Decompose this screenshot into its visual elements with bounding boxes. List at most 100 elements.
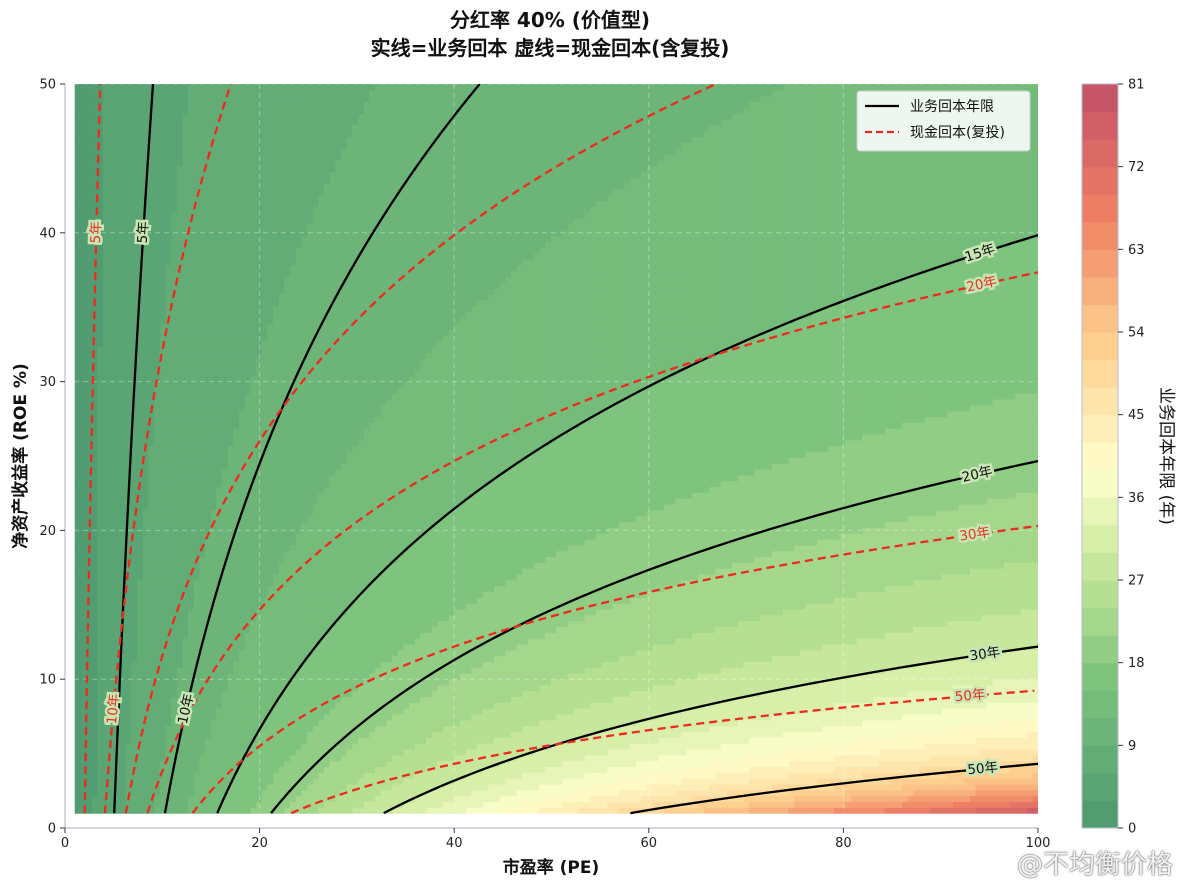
contour-fill-cell bbox=[182, 299, 189, 307]
contour-fill-cell bbox=[193, 188, 200, 196]
contour-fill-cell bbox=[205, 363, 212, 371]
contour-fill-cell bbox=[154, 789, 161, 797]
contour-fill-cell bbox=[74, 684, 81, 692]
contour-fill-cell bbox=[244, 544, 251, 552]
contour-fill-cell bbox=[205, 737, 212, 744]
contour-fill-cell bbox=[125, 538, 132, 546]
contour-fill-cell bbox=[154, 258, 161, 266]
contour-fill-cell bbox=[278, 119, 285, 126]
contour-fill-cell bbox=[233, 731, 240, 738]
contour-fill-cell bbox=[267, 340, 274, 348]
contour-fill-cell bbox=[216, 124, 223, 132]
contour-fill-cell bbox=[148, 754, 155, 762]
contour-fill-cell bbox=[188, 667, 195, 674]
contour-fill-cell bbox=[86, 684, 93, 692]
contour-fill-cell bbox=[188, 678, 195, 686]
contour-fill-cell bbox=[103, 387, 110, 394]
contour-fill-cell bbox=[171, 573, 178, 581]
contour-fill-cell bbox=[193, 521, 200, 528]
contour-fill-cell bbox=[131, 696, 138, 703]
contour-fill-cell bbox=[199, 643, 206, 651]
contour-fill-cell bbox=[188, 638, 195, 645]
contour-fill-cell bbox=[261, 783, 268, 791]
contour-fill-cell bbox=[233, 352, 240, 359]
contour-fill-cell bbox=[125, 731, 132, 738]
contour-fill-cell bbox=[131, 562, 138, 569]
contour-fill-cell bbox=[159, 241, 166, 248]
contour-fill-cell bbox=[91, 171, 98, 178]
contour-fill-cell bbox=[273, 101, 280, 108]
contour-fill-cell bbox=[159, 398, 166, 406]
contour-fill-cell bbox=[295, 422, 302, 429]
contour-fill-cell bbox=[114, 445, 121, 453]
contour-fill-cell bbox=[267, 270, 274, 278]
contour-fill-cell bbox=[261, 807, 268, 814]
contour-fill-cell bbox=[171, 754, 178, 762]
contour-fill-cell bbox=[250, 253, 257, 260]
contour-fill-cell bbox=[295, 247, 302, 254]
contour-fill-cell bbox=[239, 200, 246, 208]
contour-fill-cell bbox=[171, 632, 178, 639]
contour-fill-cell bbox=[216, 223, 223, 231]
contour-fill-cell bbox=[222, 690, 229, 698]
contour-fill-cell bbox=[131, 713, 138, 721]
contour-fill-cell bbox=[273, 550, 280, 558]
contour-fill-cell bbox=[233, 130, 240, 138]
contour-fill-cell bbox=[199, 317, 206, 324]
contour-fill-cell bbox=[80, 474, 87, 482]
contour-fill-cell bbox=[171, 527, 178, 534]
contour-fill-cell bbox=[216, 603, 223, 610]
contour-fill-cell bbox=[199, 527, 206, 534]
contour-fill-cell bbox=[108, 795, 115, 803]
contour-fill-cell bbox=[233, 754, 240, 762]
contour-fill-cell bbox=[165, 451, 172, 458]
contour-fill-cell bbox=[74, 258, 81, 266]
contour-fill-cell bbox=[74, 754, 81, 762]
contour-fill-cell bbox=[290, 177, 297, 184]
contour-fill-cell bbox=[86, 89, 93, 97]
contour-fill-cell bbox=[114, 626, 121, 633]
contour-fill-cell bbox=[80, 451, 87, 458]
contour-fill-cell bbox=[176, 503, 183, 511]
contour-fill-cell bbox=[256, 387, 263, 394]
contour-fill-cell bbox=[148, 474, 155, 482]
contour-fill-cell bbox=[148, 457, 155, 464]
contour-fill-cell bbox=[227, 200, 234, 208]
contour-fill-cell bbox=[250, 416, 257, 423]
contour-fill-cell bbox=[193, 474, 200, 482]
contour-fill-cell bbox=[205, 439, 212, 447]
contour-fill-cell bbox=[86, 451, 93, 458]
contour-fill-cell bbox=[74, 498, 81, 505]
contour-fill-cell bbox=[199, 801, 206, 808]
contour-fill-cell bbox=[108, 544, 115, 552]
contour-fill-cell bbox=[239, 223, 246, 231]
contour-fill-cell bbox=[244, 276, 251, 283]
contour-fill-cell bbox=[120, 136, 127, 143]
contour-fill-cell bbox=[159, 218, 166, 225]
contour-fill-cell bbox=[131, 579, 138, 587]
contour-fill-cell bbox=[165, 352, 172, 359]
contour-fill-cell bbox=[267, 375, 274, 383]
contour-fill-cell bbox=[239, 148, 246, 155]
contour-fill-cell bbox=[250, 404, 257, 412]
contour-fill-cell bbox=[295, 801, 302, 808]
contour-fill-cell bbox=[108, 649, 115, 657]
contour-fill-cell bbox=[97, 492, 104, 499]
contour-fill-cell bbox=[182, 743, 189, 750]
contour-fill-cell bbox=[222, 486, 229, 493]
contour-fill-cell bbox=[86, 398, 93, 406]
contour-fill-cell bbox=[103, 649, 110, 657]
contour-fill-cell bbox=[233, 468, 240, 476]
contour-fill-cell bbox=[205, 113, 212, 120]
contour-fill-cell bbox=[80, 731, 87, 738]
contour-fill-cell bbox=[295, 614, 302, 622]
contour-fill-cell bbox=[120, 708, 127, 715]
contour-fill-cell bbox=[114, 632, 121, 639]
contour-fill-cell bbox=[233, 795, 240, 803]
contour-fill-cell bbox=[273, 743, 280, 750]
contour-fill-cell bbox=[182, 614, 189, 622]
contour-fill-cell bbox=[290, 422, 297, 429]
contour-fill-cell bbox=[171, 655, 178, 663]
contour-fill-cell bbox=[154, 404, 161, 412]
contour-fill-cell bbox=[171, 638, 178, 645]
